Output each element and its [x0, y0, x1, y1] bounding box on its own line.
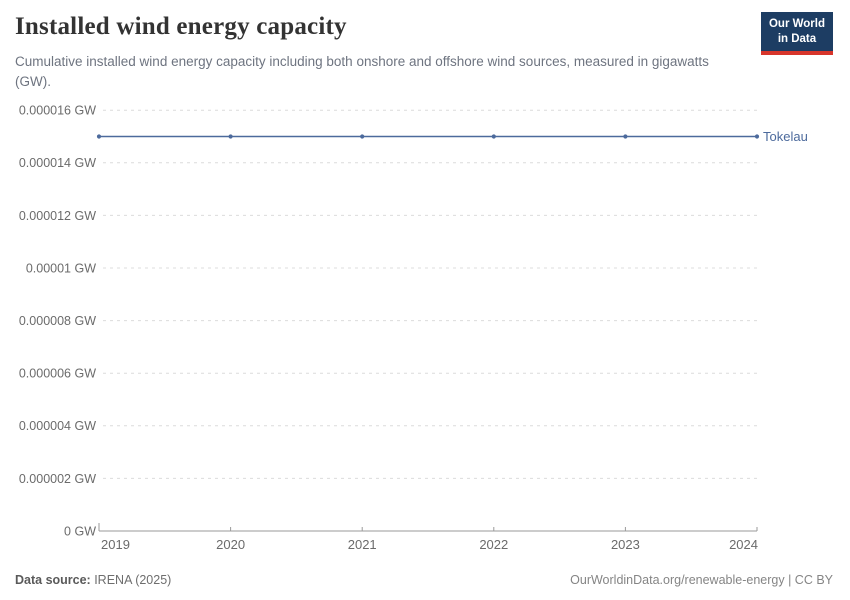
x-tick-label: 2021 — [348, 537, 377, 552]
x-tick-label: 2022 — [479, 537, 508, 552]
data-source: Data source: IRENA (2025) — [15, 573, 171, 587]
y-tick-label: 0.000002 GW — [19, 472, 96, 486]
y-tick-label: 0.000004 GW — [19, 419, 96, 433]
y-tick-label: 0.00001 GW — [26, 261, 96, 275]
data-point[interactable] — [491, 134, 496, 139]
x-tick-label: 2020 — [216, 537, 245, 552]
data-point[interactable] — [360, 134, 365, 139]
data-point[interactable] — [96, 134, 102, 139]
y-tick-label: 0.000014 GW — [19, 156, 96, 170]
owid-logo[interactable]: Our World in Data — [760, 12, 833, 55]
y-tick-label: 0.000012 GW — [19, 209, 96, 223]
x-tick-label: 2024 — [729, 537, 758, 552]
series-label[interactable]: Tokelau — [763, 129, 808, 144]
y-tick-label: 0.000016 GW — [19, 104, 96, 118]
y-tick-label: 0.000008 GW — [19, 314, 96, 328]
y-tick-label: 0 GW — [64, 524, 96, 538]
chart-footer: Data source: IRENA (2025) OurWorldinData… — [15, 573, 833, 587]
data-point[interactable] — [623, 134, 628, 139]
x-tick-label: 2019 — [101, 537, 130, 552]
data-point[interactable] — [228, 134, 233, 139]
owid-logo-line2: in Data — [777, 32, 817, 45]
x-tick-label: 2023 — [611, 537, 640, 552]
line-chart: 0 GW 0.000002 GW 0.000004 GW 0.000006 GW 0.0… — [19, 104, 808, 552]
page-title: Installed wind energy capacity — [15, 13, 347, 40]
chart-canvas: 0 GW 0.000002 GW 0.000004 GW 0.000006 GW 0.0… — [0, 100, 850, 560]
data-source-value: IRENA (2025) — [90, 573, 172, 587]
chart-subtitle: Cumulative installed wind energy capacit… — [15, 54, 709, 89]
data-source-label: Data source: — [15, 573, 91, 587]
data-point[interactable] — [754, 134, 760, 139]
attribution-link[interactable]: OurWorldinData.org/renewable-energy | CC… — [570, 573, 833, 587]
y-tick-label: 0.000006 GW — [19, 367, 96, 381]
owid-logo-line1: Our World — [768, 18, 825, 30]
chart-header: Installed wind energy capacity Cumulativ… — [0, 0, 850, 100]
